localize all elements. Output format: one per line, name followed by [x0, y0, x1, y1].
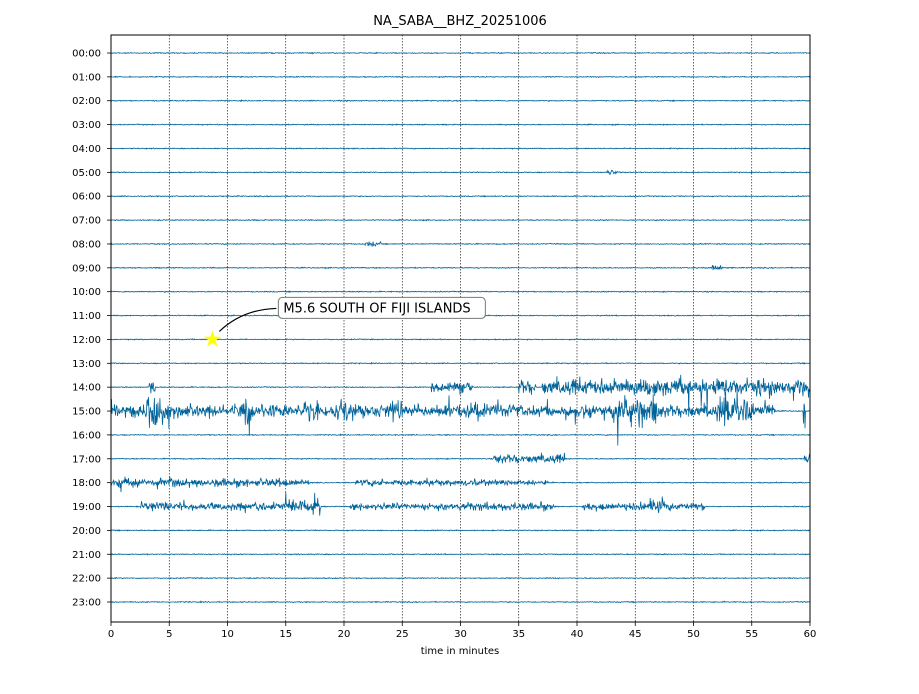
trace-2200 — [111, 576, 811, 580]
y-tick-label: 13:00 — [72, 359, 101, 370]
x-tick-label: 35 — [512, 629, 525, 640]
x-tick-label: 60 — [804, 629, 817, 640]
trace-2100 — [110, 552, 811, 556]
trace-0300 — [110, 123, 811, 127]
x-tick-label: 5 — [166, 629, 172, 640]
y-tick-label: 22:00 — [72, 574, 101, 585]
trace-0500 — [110, 169, 811, 175]
trace-0000 — [111, 51, 811, 55]
y-tick-label: 05:00 — [72, 168, 101, 179]
y-tick-label: 12:00 — [72, 335, 101, 346]
y-tick-label: 18:00 — [72, 478, 101, 489]
trace-2300 — [110, 600, 811, 604]
x-tick-label: 20 — [338, 629, 351, 640]
y-tick-label: 01:00 — [72, 72, 101, 83]
y-tick-label: 10:00 — [72, 287, 101, 298]
trace-0700 — [110, 218, 811, 222]
annotation-arrow — [218, 307, 277, 332]
y-tick-label: 16:00 — [72, 430, 101, 441]
y-tick-label: 03:00 — [72, 120, 101, 131]
y-tick-label: 00:00 — [72, 49, 101, 60]
x-tick-label: 55 — [745, 629, 758, 640]
x-axis-label: time in minutes — [421, 646, 500, 657]
y-tick-label: 15:00 — [72, 407, 101, 418]
y-tick-label: 19:00 — [72, 502, 101, 513]
trace-1800 — [110, 476, 811, 493]
trace-0800 — [110, 240, 811, 247]
trace-1000 — [110, 290, 811, 294]
y-tick-label: 09:00 — [72, 263, 101, 274]
y-tick-label: 17:00 — [72, 454, 101, 465]
trace-1700 — [110, 452, 811, 464]
y-tick-label: 20:00 — [72, 526, 101, 537]
y-tick-label: 11:00 — [72, 311, 101, 322]
y-tick-label: 07:00 — [72, 216, 101, 227]
annotation-box — [277, 296, 486, 319]
x-tick-label: 0 — [108, 629, 114, 640]
y-tick-label: 08:00 — [72, 239, 101, 250]
x-tick-label: 30 — [454, 629, 467, 640]
plot-frame — [110, 34, 811, 623]
y-tick-label: 21:00 — [72, 550, 101, 561]
trace-1200 — [111, 338, 811, 341]
trace-0600 — [110, 194, 811, 198]
chart-title: NA_SABA__BHZ_20251006 — [373, 14, 547, 29]
y-tick-label: 02:00 — [72, 96, 101, 107]
x-tick-label: 45 — [629, 629, 642, 640]
x-tick-label: 10 — [221, 629, 234, 640]
x-tick-label: 15 — [279, 629, 292, 640]
x-tick-label: 50 — [687, 629, 700, 640]
trace-1400 — [110, 374, 811, 417]
trace-0400 — [110, 147, 810, 150]
trace-1600 — [111, 433, 811, 437]
trace-0100 — [110, 75, 811, 79]
y-tick-label: 06:00 — [72, 192, 101, 203]
event-label: M5.6 SOUTH OF FIJI ISLANDS — [283, 301, 470, 316]
trace-1300 — [110, 361, 811, 365]
y-tick-label: 23:00 — [72, 598, 101, 609]
trace-2000 — [110, 529, 811, 532]
trace-0900 — [111, 265, 810, 271]
star-icon — [203, 330, 221, 347]
x-tick-label: 40 — [571, 629, 584, 640]
y-tick-label: 14:00 — [72, 383, 101, 394]
trace-0200 — [110, 98, 811, 103]
y-tick-label: 04:00 — [72, 144, 101, 155]
trace-1500 — [110, 388, 811, 446]
x-tick-label: 25 — [396, 629, 409, 640]
trace-1900 — [110, 491, 811, 516]
